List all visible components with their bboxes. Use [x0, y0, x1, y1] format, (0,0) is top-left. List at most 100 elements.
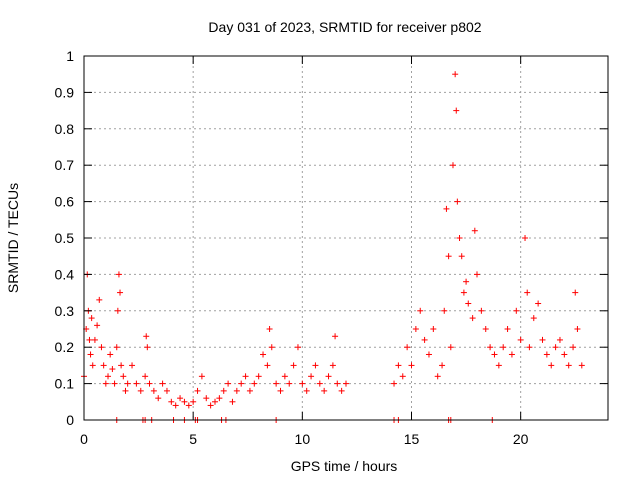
- data-point: [120, 373, 127, 380]
- data-point: [146, 380, 153, 387]
- data-point: [233, 387, 240, 394]
- data-point: [118, 362, 125, 369]
- data-point: [220, 387, 227, 394]
- y-axis-title: SRMTID / TECUs: [5, 183, 21, 293]
- data-point: [316, 380, 323, 387]
- data-point: [286, 380, 293, 387]
- data-point: [391, 380, 398, 387]
- data-point: [216, 395, 223, 402]
- data-point: [504, 326, 511, 332]
- data-point: [122, 387, 129, 394]
- y-tick-label: 0.7: [55, 157, 75, 173]
- axis-ticks: 00.10.20.30.40.50.60.70.80.910 5 10 15 20: [55, 48, 608, 447]
- y-tick-label: 0.5: [55, 230, 75, 246]
- data-point: [460, 289, 467, 296]
- data-point: [445, 253, 452, 260]
- data-point: [572, 289, 579, 296]
- data-point: [142, 373, 149, 380]
- data-point: [441, 307, 448, 314]
- data-point: [539, 336, 546, 343]
- y-tick-label: 0.8: [55, 121, 75, 137]
- data-point: [439, 362, 446, 369]
- y-tick-label: 1: [66, 48, 74, 64]
- data-point: [198, 373, 205, 380]
- x-tick-label: 20: [513, 431, 529, 447]
- x-tick-label: 15: [404, 431, 420, 447]
- data-point: [430, 326, 437, 332]
- data-point: [294, 344, 301, 351]
- data-point: [299, 380, 306, 387]
- y-tick-label: 0.3: [55, 303, 75, 319]
- data-point: [89, 362, 96, 369]
- data-point: [334, 380, 341, 387]
- data-point: [129, 362, 136, 369]
- data-point: [113, 344, 120, 351]
- data-point: [543, 351, 550, 358]
- data-point: [449, 162, 456, 169]
- data-point: [425, 351, 432, 358]
- data-point: [500, 344, 507, 351]
- y-tick-label: 0.9: [55, 84, 75, 100]
- data-point: [194, 387, 201, 394]
- data-point: [565, 362, 572, 369]
- data-point: [338, 387, 345, 394]
- data-point: [155, 395, 162, 402]
- data-point: [443, 205, 450, 212]
- data-point: [399, 373, 406, 380]
- data-point: [88, 315, 95, 322]
- data-point: [535, 300, 542, 307]
- data-point: [570, 344, 577, 351]
- data-point: [478, 307, 485, 314]
- data-point: [456, 235, 463, 241]
- data-point: [463, 278, 470, 285]
- data-point: [207, 402, 214, 409]
- data-point: [556, 336, 563, 343]
- data-point: [100, 362, 107, 369]
- data-point: [469, 315, 476, 322]
- data-point: [548, 362, 555, 369]
- data-point: [395, 362, 402, 369]
- x-tick-label: 0: [80, 431, 88, 447]
- data-point: [203, 395, 210, 402]
- data-point: [246, 387, 253, 394]
- data-point: [102, 380, 109, 387]
- data-point: [434, 373, 441, 380]
- data-point: [242, 373, 249, 380]
- data-point: [281, 373, 288, 380]
- data-point: [133, 380, 140, 387]
- data-point: [117, 289, 124, 296]
- data-point: [530, 315, 537, 322]
- x-tick-label: 10: [295, 431, 311, 447]
- data-point: [114, 307, 121, 314]
- data-point: [163, 387, 170, 394]
- data-point: [86, 336, 93, 343]
- data-point: [266, 326, 273, 332]
- data-point: [508, 351, 515, 358]
- data-point: [526, 344, 533, 351]
- data-point: [290, 362, 297, 369]
- data-point: [458, 253, 465, 260]
- data-point: [277, 387, 284, 394]
- data-point: [96, 296, 103, 303]
- data-point: [273, 380, 280, 387]
- data-point: [150, 387, 157, 394]
- data-point: [491, 351, 498, 358]
- data-point: [159, 380, 166, 387]
- data-point: [168, 398, 175, 405]
- data-point: [143, 333, 150, 340]
- data-point: [251, 380, 258, 387]
- data-point: [321, 387, 328, 394]
- data-point: [454, 198, 461, 205]
- data-point: [87, 351, 94, 358]
- data-point: [144, 344, 151, 351]
- data-point: [517, 336, 524, 343]
- y-tick-label: 0.1: [55, 376, 75, 392]
- y-tick-label: 0: [66, 412, 74, 428]
- data-point: [137, 387, 144, 394]
- data-point: [225, 380, 232, 387]
- data-point: [107, 351, 114, 358]
- data-point: [255, 373, 262, 380]
- data-point: [471, 227, 478, 234]
- data-point: [312, 362, 319, 369]
